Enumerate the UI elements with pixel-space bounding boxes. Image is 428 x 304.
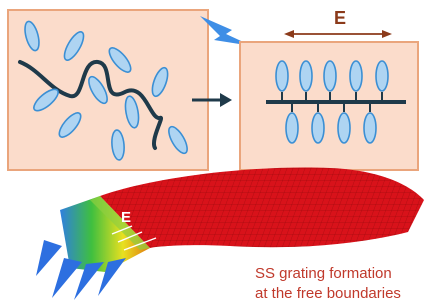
diagram: E E SS grating formation at the free bou… [0, 0, 428, 304]
field-label: E [334, 8, 346, 28]
caption-line: SS grating formation [255, 265, 392, 282]
field-arrow [284, 30, 392, 38]
sheet-field-label: E [121, 209, 131, 226]
caption-line: at the free boundaries [255, 285, 401, 302]
page: E E SS grating formation at the free bou… [0, 0, 428, 304]
